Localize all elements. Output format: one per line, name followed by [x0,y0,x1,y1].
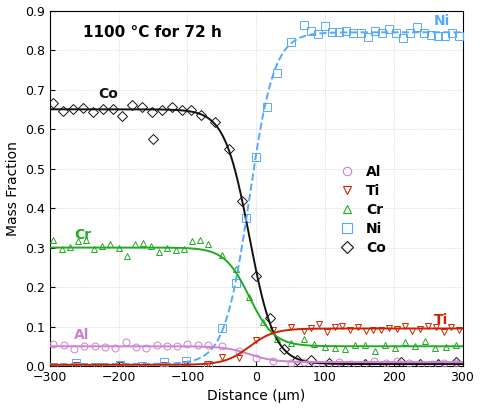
Text: Co: Co [98,88,118,101]
X-axis label: Distance (μm): Distance (μm) [207,389,305,403]
Legend: Al, Ti, Cr, Ni, Co: Al, Ti, Cr, Ni, Co [327,160,392,260]
Text: Cr: Cr [74,228,91,242]
Y-axis label: Mass Fraction: Mass Fraction [6,141,20,236]
Text: Ni: Ni [433,14,450,28]
Text: Al: Al [74,328,89,342]
Text: 1100 °C for 72 h: 1100 °C for 72 h [83,25,222,40]
Text: Ti: Ti [433,312,448,326]
